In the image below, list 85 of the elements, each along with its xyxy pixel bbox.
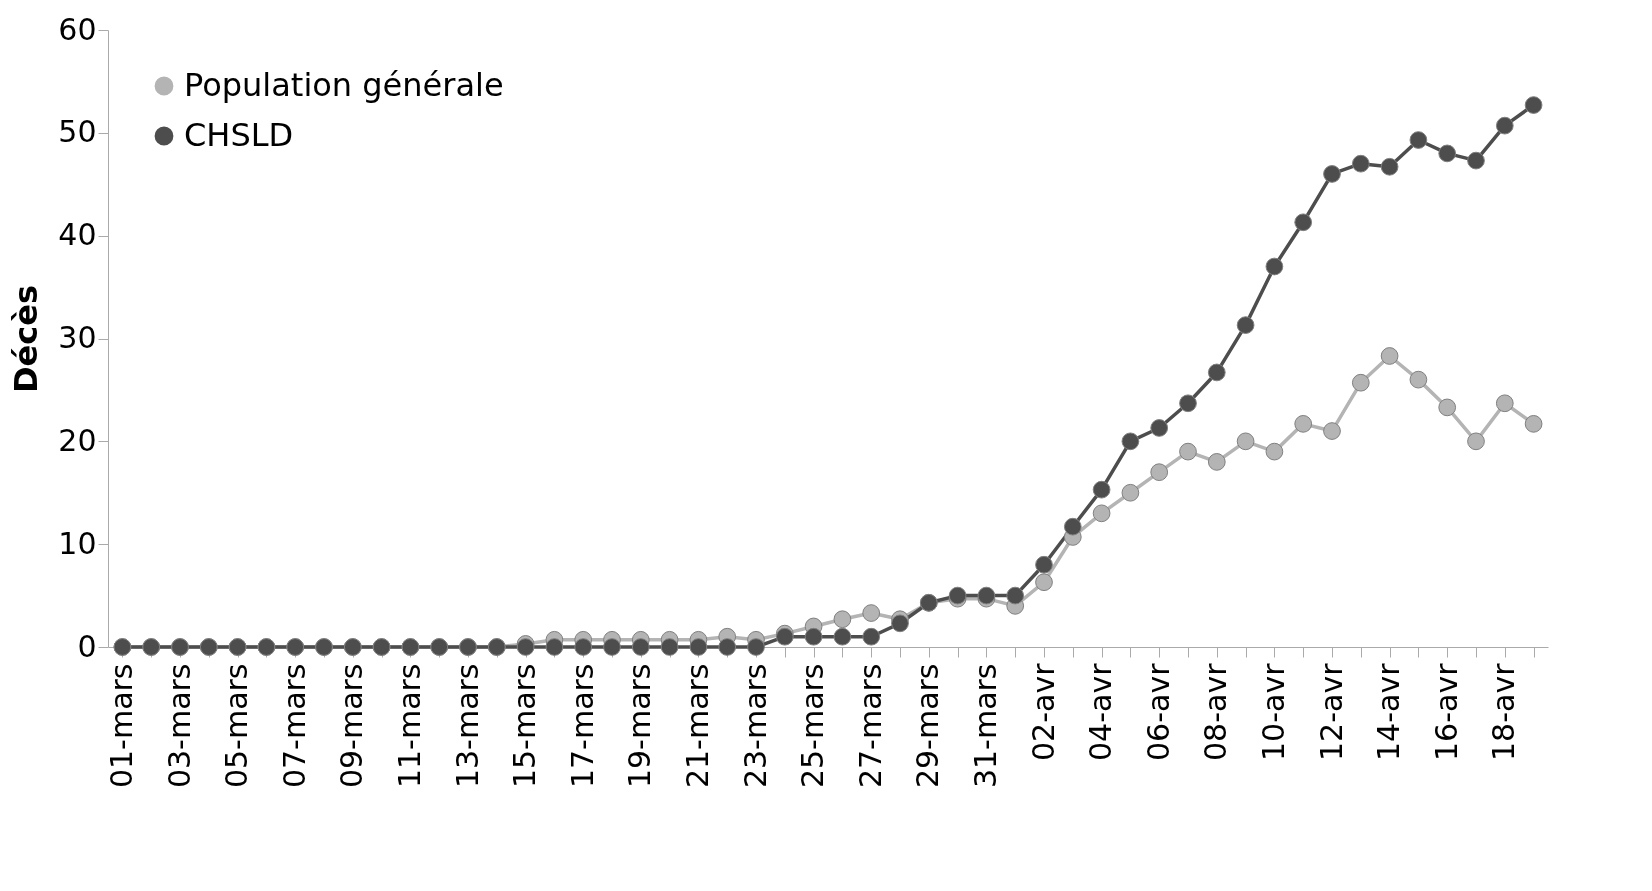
point [1150,463,1169,482]
point [833,627,852,646]
point [862,627,881,646]
point [1294,415,1313,433]
y-tick-label: 50 [58,114,97,150]
point [1092,504,1111,523]
point [1351,154,1370,173]
point [1495,394,1514,413]
point [804,627,823,646]
x-tick-label: 17-mars [564,663,600,789]
point [631,638,650,656]
x-tick-label: 23-mars [737,663,773,789]
point [1006,586,1025,605]
point [1467,432,1485,451]
x-tick-label: 02-avr [1025,662,1061,761]
point [862,604,881,622]
point [689,638,708,656]
point [1351,373,1370,392]
x-tick-label: 09-mars [334,663,370,789]
point [1438,144,1457,163]
x-tick-label: 29-mars [910,663,946,789]
point [603,638,621,656]
point [747,638,765,656]
y-axis-title: Décès [7,285,46,393]
x-tick-label: 14-avr [1371,662,1407,761]
x-tick-label: 11-mars [391,663,427,789]
x-tick-label: 13-mars [449,663,485,789]
x-tick-label: 07-mars [276,663,312,789]
point [545,638,564,656]
point [1092,480,1111,499]
point [1207,453,1226,471]
x-tick-label: 16-avr [1428,662,1464,761]
point [1467,151,1485,170]
point [1495,116,1514,135]
point [1063,517,1082,536]
y-tick-label: 60 [58,11,97,47]
legend-label: CHSLD [184,116,294,154]
point [1409,131,1428,149]
y-tick-label: 10 [58,525,97,561]
point [1236,316,1255,334]
x-tick-label: 21-mars [679,663,715,789]
point [1380,347,1399,365]
x-tick-label: 27-mars [852,663,888,789]
x-tick-label: 15-mars [507,663,543,789]
point [718,638,737,656]
point [1236,432,1255,451]
point [1409,370,1428,389]
y-tick-label: 30 [58,320,97,355]
point [1035,555,1053,574]
y-tick-label: 40 [58,217,97,253]
x-tick-label: 12-avr [1313,662,1349,761]
point [660,638,679,656]
point [1323,422,1341,440]
point [1438,398,1457,417]
legend-label: Population générale [184,66,504,104]
y-tick-label: 20 [58,422,97,458]
point [1323,165,1341,183]
x-tick-label: 04-avr [1083,662,1119,761]
point [1121,432,1140,451]
x-tick-label: 06-avr [1140,662,1176,761]
point [1179,442,1197,461]
point [1035,573,1053,592]
point [1524,96,1543,114]
x-tick-label: 10-avr [1255,662,1291,761]
point [1121,483,1140,502]
point [1380,157,1399,176]
point [1150,419,1169,437]
point [1524,415,1543,433]
point [1294,213,1313,232]
x-tick-label: 18-avr [1486,662,1522,761]
point [1265,257,1284,276]
point [1207,363,1226,382]
x-tick-label: 25-mars [795,663,831,789]
x-tick-label: 31-mars [967,663,1003,789]
point [833,610,852,629]
point [1179,394,1197,413]
y-tick-label: 0 [77,628,97,664]
point [891,614,909,633]
point [574,638,593,656]
x-tick-label: 03-mars [161,663,197,789]
x-tick-label: 05-mars [219,663,255,789]
x-tick-label: 01-mars [103,663,139,789]
point [1265,442,1284,461]
x-tick-label: 19-mars [622,663,658,789]
x-tick-label: 08-avr [1198,662,1234,761]
